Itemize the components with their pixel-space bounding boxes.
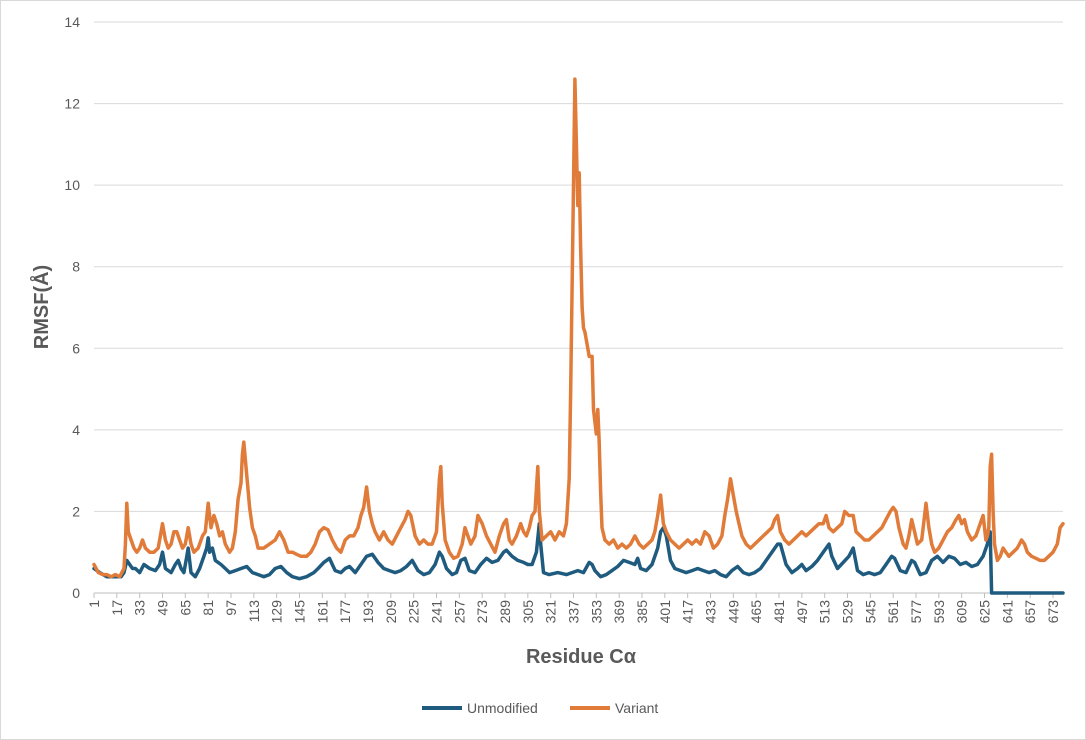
x-tick-label: 465 (748, 600, 764, 624)
x-tick-label: 657 (1022, 600, 1038, 624)
x-tick-label: 161 (314, 600, 330, 624)
x-tick-label: 289 (497, 600, 513, 624)
x-tick-label: 513 (817, 600, 833, 624)
legend-label-unmodified: Unmodified (467, 700, 538, 716)
series-line-variant (92, 77, 1065, 579)
x-tick-label: 241 (429, 600, 445, 624)
y-tick-label: 10 (64, 177, 80, 193)
x-tick-label: 433 (703, 600, 719, 624)
x-tick-label: 225 (406, 600, 422, 624)
y-tick-label: 8 (72, 259, 80, 275)
x-tick-label: 305 (520, 600, 536, 624)
y-tick-label: 0 (72, 585, 80, 601)
y-tick-labels: 0 2 4 6 8 10 12 14 (64, 14, 80, 601)
legend-item-unmodified[interactable]: Unmodified (422, 700, 538, 716)
x-tick-label: 273 (474, 600, 490, 624)
series-line-unmodified (92, 521, 1065, 595)
x-tick-label: 641 (999, 600, 1015, 624)
y-tick-label: 12 (64, 96, 80, 112)
x-axis-title: Residue Cα (526, 646, 637, 668)
x-tick-label: 545 (862, 600, 878, 624)
x-tick-label: 577 (908, 600, 924, 624)
x-tick-label: 401 (657, 600, 673, 624)
x-tick-label: 129 (269, 600, 285, 624)
x-tick-label: 17 (109, 600, 125, 616)
x-tick-label: 417 (680, 600, 696, 624)
x-tick-label: 369 (611, 600, 627, 624)
x-tick-label: 1 (86, 600, 102, 608)
x-tick-label: 65 (177, 600, 193, 616)
x-tick-label: 625 (977, 600, 993, 624)
x-axis (93, 592, 1063, 598)
x-tick-label: 385 (634, 600, 650, 624)
x-tick-label: 321 (543, 600, 559, 624)
y-tick-label: 2 (72, 503, 80, 519)
series-lines (92, 77, 1065, 595)
x-tick-label: 561 (885, 600, 901, 624)
y-tick-label: 14 (64, 14, 80, 30)
x-tick-label: 593 (931, 600, 947, 624)
x-tick-label: 145 (292, 600, 308, 624)
legend: Unmodified Variant (422, 700, 658, 716)
y-tick-label: 4 (72, 422, 80, 438)
x-tick-label: 193 (360, 600, 376, 624)
x-tick-label: 49 (155, 600, 171, 616)
x-tick-labels: 1 17 33 49 65 81 97 113 129 145 161 177 193 209 225 241… (86, 600, 1061, 624)
legend-label-variant: Variant (615, 700, 658, 716)
x-tick-label: 81 (200, 600, 216, 616)
x-tick-label: 529 (840, 600, 856, 624)
x-tick-label: 673 (1045, 600, 1061, 624)
y-axis-title: RMSF(Å) (29, 265, 53, 349)
x-tick-label: 257 (451, 600, 467, 624)
x-tick-label: 353 (588, 600, 604, 624)
x-tick-label: 97 (223, 600, 239, 616)
x-tick-label: 609 (954, 600, 970, 624)
x-tick-label: 337 (566, 600, 582, 624)
x-tick-label: 449 (725, 600, 741, 624)
x-tick-label: 177 (337, 600, 353, 624)
gridlines (94, 21, 1063, 512)
legend-item-variant[interactable]: Variant (570, 700, 658, 716)
x-tick-label: 33 (132, 600, 148, 616)
x-tick-label: 481 (771, 600, 787, 624)
x-tick-label: 113 (246, 600, 262, 623)
y-tick-label: 6 (72, 340, 80, 356)
x-tick-label: 209 (383, 600, 399, 624)
x-tick-label: 497 (794, 600, 810, 624)
